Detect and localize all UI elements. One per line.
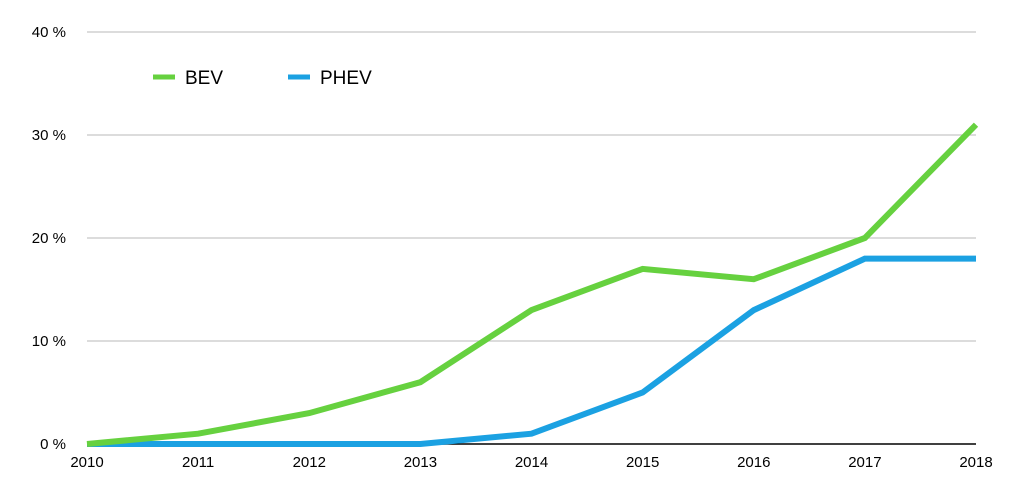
gridlines [87,31,976,342]
x-tick-label: 2011 [182,454,214,471]
x-tick-label: 2012 [293,454,326,471]
x-tick-label: 2010 [70,454,103,471]
series-lines [86,122,979,447]
x-tick-label: 2014 [515,454,548,471]
legend: BEV PHEV [153,68,372,89]
x-tick-label: 2017 [848,454,881,471]
series-line-bev [86,122,979,447]
y-tick-label: 10 % [32,333,66,350]
series-line-phev [87,255,976,447]
y-tick-label: 0 % [40,436,66,453]
y-axis-tick-labels: 0 % 10 % 20 % 30 % 40 % [32,24,66,453]
y-tick-label: 30 % [32,127,66,144]
x-tick-label: 2013 [404,454,437,471]
x-axis-tick-labels: 2010 2011 2012 2013 2014 2015 2016 2017 2018 [70,454,992,471]
x-tick-label: 2018 [959,454,992,471]
y-tick-label: 40 % [32,24,66,41]
x-tick-label: 2015 [626,454,659,471]
y-tick-label: 20 % [32,230,66,247]
x-tick-label: 2016 [737,454,770,471]
legend-label-phev: PHEV [320,68,372,89]
legend-label-bev: BEV [185,68,223,89]
